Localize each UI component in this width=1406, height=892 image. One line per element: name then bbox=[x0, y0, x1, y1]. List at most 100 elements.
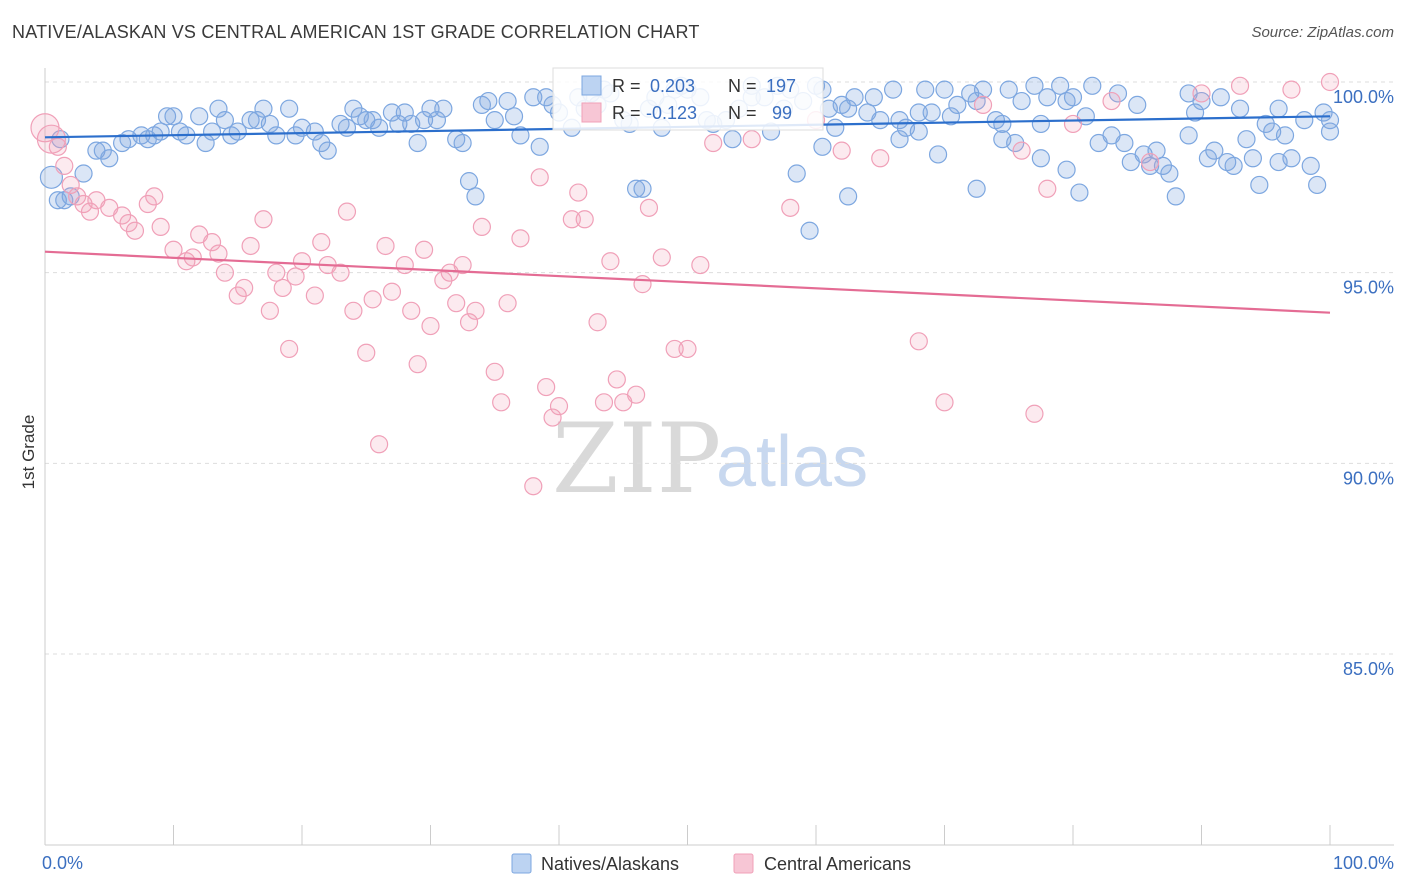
x-ticks bbox=[44, 825, 1331, 845]
natives-point-46 bbox=[395, 103, 414, 122]
central-americans-point-85 bbox=[871, 149, 890, 168]
natives-point-150 bbox=[1243, 149, 1263, 168]
natives-point-26 bbox=[241, 111, 260, 130]
natives-point-148 bbox=[1230, 99, 1250, 118]
natives-point-58 bbox=[479, 91, 498, 111]
natives-point-141 bbox=[1166, 187, 1185, 206]
natives-point-104 bbox=[845, 88, 864, 107]
natives-point-63 bbox=[524, 88, 543, 107]
natives-point-180 bbox=[1198, 149, 1218, 168]
central-americans-point-92 bbox=[1102, 91, 1121, 111]
natives-point-161 bbox=[1320, 111, 1340, 130]
natives-point-64 bbox=[530, 137, 549, 156]
central-americans-point-11 bbox=[119, 213, 138, 233]
chart-title: NATIVE/ALASKAN VS CENTRAL AMERICAN 1ST G… bbox=[12, 22, 700, 42]
central-americans-point-26 bbox=[254, 210, 273, 229]
natives-point-42 bbox=[363, 111, 382, 130]
central-americans-point-68 bbox=[588, 313, 607, 332]
central-americans-point-47 bbox=[414, 240, 434, 259]
natives-point-158 bbox=[1308, 175, 1327, 195]
natives-point-177 bbox=[1147, 141, 1166, 160]
natives-point-132 bbox=[1083, 76, 1102, 95]
central-americans-point-75 bbox=[639, 198, 659, 217]
natives-point-171 bbox=[967, 179, 986, 198]
central-americans-point-73 bbox=[626, 385, 646, 404]
natives-point-167 bbox=[839, 187, 858, 206]
x-tick-label-max: 100.0% bbox=[1333, 853, 1394, 873]
central-americans-point-65 bbox=[562, 210, 581, 229]
axes bbox=[44, 68, 1394, 846]
central-americans-point-25 bbox=[241, 236, 260, 256]
central-americans-point-44 bbox=[395, 255, 414, 275]
central-americans-point-59 bbox=[511, 229, 530, 248]
central-americans-point-60 bbox=[524, 477, 543, 496]
central-americans-point-57 bbox=[492, 393, 511, 412]
natives-point-179 bbox=[1179, 126, 1198, 145]
y-tick-label-100: 100.0% bbox=[1333, 87, 1394, 107]
bottom-legend-label-pink[interactable]: Central Americans bbox=[764, 854, 911, 874]
central-americans-point-56 bbox=[485, 362, 504, 381]
central-americans-point-54 bbox=[466, 301, 485, 320]
central-americans-point-52 bbox=[453, 255, 472, 275]
natives-point-164 bbox=[787, 164, 806, 183]
central-americans-point-30 bbox=[280, 339, 299, 359]
natives-point-181 bbox=[1224, 156, 1243, 175]
natives-point-8 bbox=[100, 149, 119, 168]
natives-point-55 bbox=[459, 172, 479, 191]
central-americans-point-41 bbox=[370, 435, 389, 454]
natives-point-54 bbox=[453, 133, 472, 153]
legend-n-value-blue: 197 bbox=[766, 76, 796, 96]
natives-point-30 bbox=[267, 126, 286, 145]
natives-point-168 bbox=[890, 130, 909, 149]
bottom-legend[interactable]: Natives/Alaskans Central Americans bbox=[511, 853, 911, 874]
central-americans-point-14 bbox=[145, 187, 164, 206]
natives-point-112 bbox=[916, 80, 935, 99]
natives-point-90 bbox=[723, 130, 742, 149]
central-americans-point-90 bbox=[1038, 179, 1057, 198]
central-americans-point-28 bbox=[267, 263, 286, 282]
legend-n-value-pink: 99 bbox=[772, 103, 792, 123]
bottom-legend-label-blue[interactable]: Natives/Alaskans bbox=[541, 854, 679, 874]
bottom-legend-swatch-pink[interactable] bbox=[733, 853, 754, 874]
natives-point-153 bbox=[1269, 99, 1288, 118]
central-americans-point-42 bbox=[376, 236, 395, 256]
natives-point-56 bbox=[466, 187, 485, 206]
central-americans-point-29 bbox=[273, 278, 292, 298]
bottom-legend-swatch-blue[interactable] bbox=[511, 853, 532, 874]
natives-point-121 bbox=[993, 114, 1012, 134]
legend-swatch-blue bbox=[581, 75, 602, 96]
central-americans-point-21 bbox=[209, 244, 228, 263]
natives-point-43 bbox=[370, 118, 389, 137]
natives-point-14 bbox=[151, 122, 170, 141]
legend-n-label-pink: N = bbox=[728, 103, 757, 123]
legend-r-label-pink: R = bbox=[612, 103, 641, 123]
central-americans-point-86 bbox=[909, 332, 928, 351]
natives-point-154 bbox=[1275, 126, 1295, 145]
legend-swatch-pink bbox=[581, 102, 602, 123]
natives-point-172 bbox=[993, 130, 1012, 149]
central-americans-point-43 bbox=[382, 282, 402, 301]
central-americans-point-34 bbox=[312, 233, 331, 252]
central-americans-point-27 bbox=[260, 301, 279, 320]
natives-point-15 bbox=[157, 107, 177, 126]
central-americans-point-91 bbox=[1063, 114, 1083, 134]
natives-point-157 bbox=[1301, 156, 1320, 175]
y-tick-labels: 100.0% 95.0% 90.0% 85.0% bbox=[1333, 87, 1394, 679]
central-americans-point-87 bbox=[935, 393, 954, 412]
y-tick-label-95: 95.0% bbox=[1343, 278, 1394, 298]
natives-point-113 bbox=[922, 103, 941, 122]
natives-point-25 bbox=[228, 122, 247, 141]
central-americans-point-49 bbox=[434, 271, 453, 290]
central-americans-point-82 bbox=[781, 198, 800, 217]
natives-point-122 bbox=[999, 80, 1018, 99]
natives-point-52 bbox=[434, 99, 453, 118]
natives-point-34 bbox=[305, 122, 324, 141]
central-americans-point-15 bbox=[151, 217, 170, 237]
central-americans-point-24 bbox=[235, 278, 254, 298]
natives-point-28 bbox=[254, 99, 273, 118]
natives-point-166 bbox=[813, 137, 832, 156]
natives-point-36 bbox=[318, 141, 337, 160]
central-americans-point-58 bbox=[498, 294, 517, 313]
central-americans-point-84 bbox=[832, 141, 851, 160]
natives-point-0 bbox=[39, 165, 64, 189]
